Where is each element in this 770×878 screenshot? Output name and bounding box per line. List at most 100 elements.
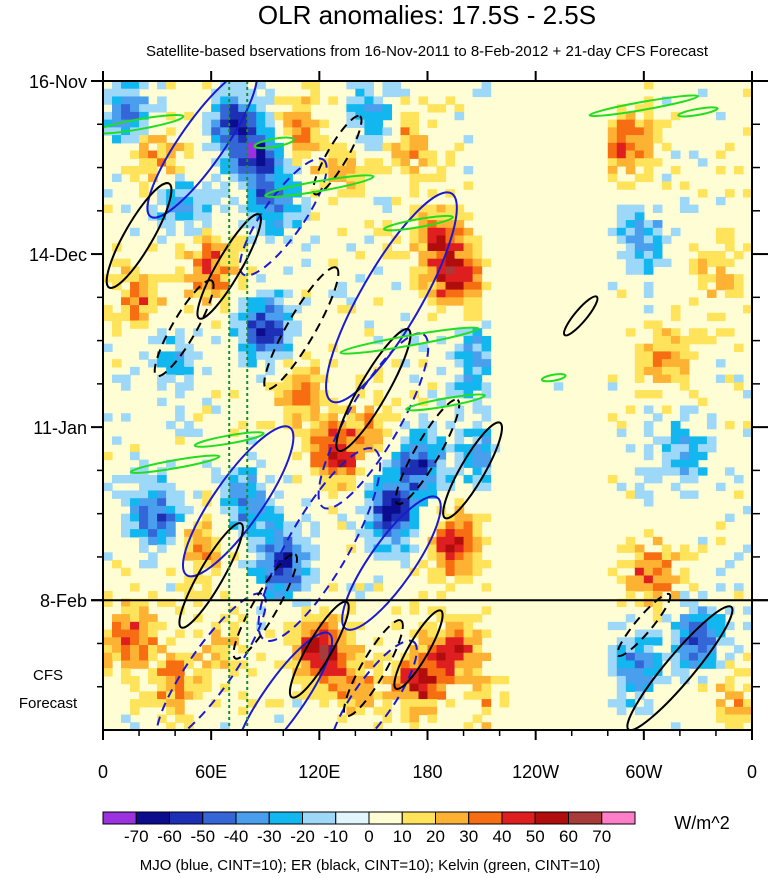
anomaly-cell [175, 583, 185, 592]
anomaly-cell [355, 181, 365, 190]
anomaly-cell [463, 475, 474, 484]
anomaly-cell [706, 652, 717, 662]
anomaly-cell [328, 621, 338, 631]
anomaly-cell [724, 652, 735, 662]
anomaly-cell [193, 281, 203, 291]
anomaly-cell [301, 575, 311, 584]
x-tick-label: 60E [195, 762, 227, 782]
anomaly-cell [679, 335, 690, 345]
anomaly-cell [274, 552, 284, 561]
anomaly-cell [202, 258, 212, 268]
anomaly-cell [364, 135, 375, 144]
anomaly-cell [346, 706, 356, 716]
anomaly-cell [652, 243, 663, 252]
anomaly-cell [283, 111, 293, 121]
anomaly-cell [661, 467, 672, 476]
anomaly-cell [238, 104, 248, 113]
anomaly-cell [310, 521, 320, 530]
anomaly-cell [400, 127, 411, 136]
anomaly-cell [454, 104, 465, 113]
anomaly-cell [661, 142, 672, 152]
anomaly-cell [634, 204, 645, 213]
anomaly-cell [463, 660, 474, 669]
anomaly-cell [319, 683, 329, 692]
anomaly-cell [274, 158, 284, 167]
anomaly-cell [427, 297, 438, 306]
anomaly-cell [229, 235, 239, 244]
anomaly-cell [427, 567, 438, 577]
anomaly-cell [202, 645, 212, 654]
anomaly-cell [103, 312, 113, 322]
anomaly-cell [256, 351, 266, 360]
anomaly-cell [301, 135, 311, 144]
anomaly-cell [715, 482, 726, 492]
anomaly-cell [463, 536, 474, 546]
anomaly-cell [328, 459, 338, 468]
anomaly-cell [238, 706, 248, 716]
anomaly-cell [301, 243, 311, 252]
anomaly-cell [409, 281, 420, 291]
anomaly-cell [364, 490, 375, 499]
anomaly-cell [463, 335, 474, 345]
anomaly-cell [292, 699, 302, 708]
anomaly-cell [715, 621, 726, 631]
anomaly-cell [427, 490, 438, 499]
anomaly-cell [157, 699, 167, 708]
anomaly-cell [643, 289, 654, 298]
anomaly-cell [697, 645, 708, 654]
anomaly-cell [292, 598, 302, 607]
anomaly-cell [175, 165, 185, 175]
anomaly-cell [706, 660, 717, 669]
anomaly-cell [103, 189, 113, 198]
anomaly-cell [274, 111, 284, 121]
anomaly-cell [319, 482, 329, 492]
anomaly-cell [607, 652, 618, 662]
anomaly-cell [679, 567, 690, 577]
anomaly-cell [634, 258, 645, 268]
anomaly-cell [301, 366, 311, 376]
anomaly-cell [121, 104, 131, 113]
anomaly-cell [643, 451, 654, 461]
anomaly-cell [436, 243, 447, 252]
anomaly-cell [661, 552, 672, 561]
anomaly-cell [157, 96, 167, 105]
anomaly-cell [193, 560, 203, 569]
anomaly-cell [715, 227, 726, 237]
anomaly-cell [121, 490, 131, 499]
anomaly-cell [103, 204, 113, 213]
anomaly-cell [400, 699, 411, 708]
anomaly-cell [211, 552, 221, 561]
anomaly-cell [265, 629, 275, 638]
anomaly-cell [445, 281, 456, 291]
anomaly-cell [247, 173, 257, 183]
anomaly-cell [229, 621, 239, 631]
anomaly-cell [229, 150, 239, 159]
anomaly-cell [652, 413, 663, 422]
anomaly-cell [247, 482, 257, 492]
anomaly-cell [319, 614, 329, 623]
anomaly-cell [472, 258, 483, 268]
anomaly-cell [418, 498, 429, 507]
anomaly-cell [193, 227, 203, 237]
anomaly-cell [652, 583, 663, 592]
anomaly-cell [184, 505, 194, 515]
anomaly-cell [139, 111, 149, 121]
anomaly-cell [211, 390, 221, 399]
anomaly-cell [670, 436, 681, 445]
anomaly-cell [184, 359, 194, 368]
anomaly-cell [328, 451, 338, 461]
anomaly-cell [436, 637, 447, 646]
anomaly-cell [706, 413, 717, 422]
anomaly-cell [418, 212, 429, 221]
anomaly-cell [265, 359, 275, 368]
anomaly-cell [436, 668, 447, 677]
anomaly-cell [328, 258, 338, 268]
anomaly-cell [391, 281, 402, 291]
anomaly-cell [607, 281, 618, 291]
anomaly-cell [373, 513, 384, 522]
anomaly-cell [148, 637, 158, 646]
anomaly-cell [175, 629, 185, 638]
anomaly-cell [742, 652, 752, 662]
anomaly-cell [427, 544, 438, 553]
anomaly-cell [481, 451, 492, 461]
